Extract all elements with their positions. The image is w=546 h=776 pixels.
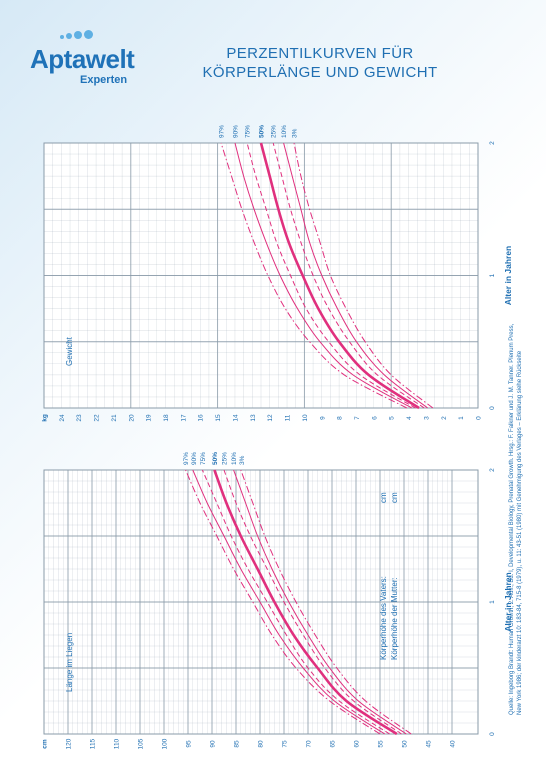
weight-percentile-label: 10% <box>281 125 288 138</box>
aptawelt-logo: Aptawelt Experten <box>30 24 170 94</box>
weight-tick-label: 18 <box>163 414 170 422</box>
source-note: Quelle: Ingeborg Brandt: Human Growth, 2… <box>509 323 523 715</box>
length-age-axis-label: Alter in Jahren <box>503 572 513 632</box>
length-percentile-label: 97% <box>183 452 190 465</box>
weight-tick-label: 23 <box>76 414 83 422</box>
length-tick-label: 45 <box>426 740 433 748</box>
weight-tick-label: 12 <box>267 414 274 422</box>
length-tick-label: 120 <box>66 738 73 749</box>
length-tick-label: 90 <box>210 740 217 748</box>
weight-tick-label: 15 <box>215 414 222 422</box>
weight-percentile-50 <box>259 142 420 410</box>
weight-percentile-25 <box>272 142 425 409</box>
logo-wordmark: Aptawelt <box>30 44 135 74</box>
weight-tick-label: 0 <box>476 416 483 420</box>
length-tick-label: 80 <box>258 740 265 748</box>
length-panel: 404550556065707580859095100105110115120c… <box>42 452 514 750</box>
length-panel-label: Länge im Liegen <box>65 633 74 692</box>
length-tick-label: 65 <box>330 740 337 748</box>
length-age-tick: 1 <box>489 600 496 604</box>
page-title: PERZENTILKURVEN FÜR KÖRPERLÄNGE UND GEWI… <box>180 44 460 82</box>
weight-percentile-label: 90% <box>232 125 239 138</box>
weight-percentile-90 <box>234 142 413 409</box>
weight-percentile-label: 25% <box>271 125 278 138</box>
length-percentile-97 <box>185 469 381 735</box>
weight-tick-label: 9 <box>319 416 326 420</box>
weight-tick-label: 19 <box>146 414 153 422</box>
length-percentile-label: 50% <box>212 452 219 465</box>
weight-age-tick: 1 <box>489 273 496 277</box>
weight-tick-label: 16 <box>198 414 205 422</box>
weight-tick-label: 17 <box>180 414 187 422</box>
length-tick-label: 100 <box>162 738 169 749</box>
length-age-tick: 2 <box>489 468 496 472</box>
logo-subtitle: Experten <box>80 74 128 86</box>
weight-tick-label: 20 <box>128 414 135 422</box>
weight-tick-label: 14 <box>232 414 239 422</box>
weight-percentile-75 <box>246 142 416 409</box>
length-tick-label: 50 <box>402 740 409 748</box>
length-frame <box>43 469 479 735</box>
length-tick-label: 70 <box>306 740 313 748</box>
length-tick-label: 110 <box>114 738 121 749</box>
weight-tick-label: 8 <box>337 416 344 420</box>
weight-tick-label: 7 <box>354 416 361 420</box>
weight-age-axis-label: Alter in Jahren <box>503 246 513 306</box>
length-tick-label: 105 <box>138 738 145 749</box>
weight-tick-label: 11 <box>285 414 292 421</box>
logo-dots-icon <box>60 26 95 44</box>
length-percentile-10 <box>233 469 407 735</box>
weight-age-tick: 2 <box>489 141 496 145</box>
title-line-2: KÖRPERLÄNGE UND GEWICHT <box>202 64 438 81</box>
length-tick-label: 95 <box>186 740 193 748</box>
length-percentile-50 <box>213 469 398 736</box>
length-percentile-label: 25% <box>222 452 229 465</box>
parent-height-note: Körperhöhe der Mutter: <box>390 577 399 660</box>
length-percentile-75 <box>201 469 390 735</box>
parent-height-unit: cm <box>390 492 399 503</box>
length-age-tick: 0 <box>489 732 496 736</box>
parent-height-unit: cm <box>379 492 388 503</box>
weight-panel: 0123456789101112131415161718192021222324… <box>42 125 514 422</box>
weight-panel-label: Gewicht <box>65 336 74 366</box>
weight-tick-label: 5 <box>389 416 396 420</box>
length-percentile-label: 90% <box>191 452 198 465</box>
length-percentile-label: 3% <box>239 455 246 465</box>
weight-tick-label: 24 <box>59 414 66 422</box>
weight-tick-label: 6 <box>371 416 378 420</box>
length-tick-label: 40 <box>450 740 457 748</box>
weight-unit-label: kg <box>42 414 49 422</box>
length-percentile-90 <box>192 469 386 735</box>
weight-percentile-label: 3% <box>291 128 298 138</box>
length-tick-label: 115 <box>90 738 97 749</box>
length-tick-label: 55 <box>378 740 385 748</box>
length-tick-label: 60 <box>354 740 361 748</box>
weight-tick-label: 21 <box>111 414 118 422</box>
weight-tick-label: 3 <box>423 416 430 420</box>
title-line-1: PERZENTILKURVEN FÜR <box>226 45 414 62</box>
length-unit-label: cm <box>42 739 49 749</box>
length-percentile-25 <box>223 469 402 735</box>
weight-percentile-10 <box>283 142 429 409</box>
length-tick-label: 85 <box>234 740 241 748</box>
weight-percentile-label: 97% <box>219 125 226 138</box>
length-percentile-label: 75% <box>200 452 207 465</box>
weight-tick-label: 4 <box>406 416 413 420</box>
length-percentile-label: 10% <box>231 452 238 465</box>
weight-tick-label: 10 <box>302 414 309 422</box>
weight-tick-label: 22 <box>94 414 101 422</box>
weight-tick-label: 13 <box>250 414 257 422</box>
weight-age-tick: 0 <box>489 406 496 410</box>
weight-tick-label: 2 <box>441 416 448 420</box>
weight-tick-label: 1 <box>458 416 465 420</box>
length-tick-label: 75 <box>282 740 289 748</box>
length-percentile-3 <box>240 469 412 735</box>
weight-percentile-label: 50% <box>259 125 266 138</box>
weight-percentile-label: 75% <box>245 125 252 138</box>
parent-height-note: Körperhöhe des Vaters: <box>379 576 388 660</box>
